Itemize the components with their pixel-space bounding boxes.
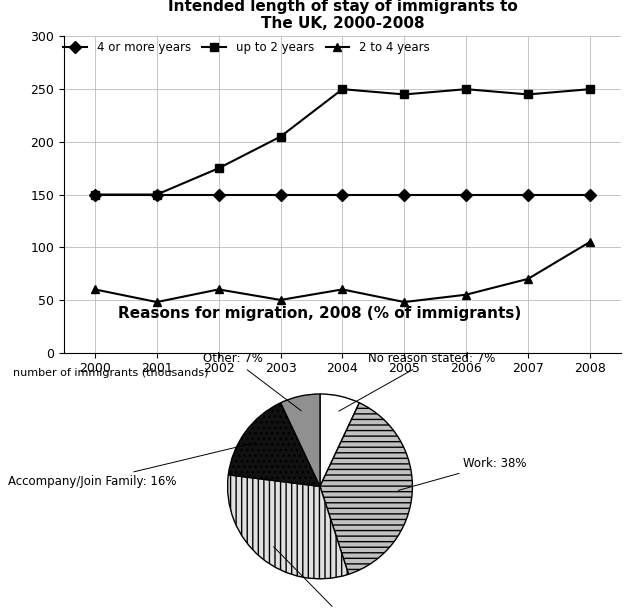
Wedge shape: [320, 394, 359, 486]
4 or more years: [462, 191, 470, 198]
Line: 4 or more years: 4 or more years: [91, 190, 594, 199]
4 or more years: [153, 191, 161, 198]
up to 2 years: [215, 165, 223, 172]
4 or more years: [91, 191, 99, 198]
up to 2 years: [462, 86, 470, 93]
Text: No reason stated: 7%: No reason stated: 7%: [339, 353, 495, 411]
up to 2 years: [401, 91, 408, 98]
4 or more years: [524, 191, 532, 198]
4 or more years: [339, 191, 346, 198]
2 to 4 years: [524, 275, 532, 283]
2 to 4 years: [276, 296, 284, 303]
Wedge shape: [228, 475, 349, 579]
up to 2 years: [339, 86, 346, 93]
Line: 2 to 4 years: 2 to 4 years: [91, 238, 594, 306]
up to 2 years: [91, 191, 99, 198]
up to 2 years: [524, 91, 532, 98]
Text: Work: 38%: Work: 38%: [398, 457, 527, 491]
2 to 4 years: [339, 286, 346, 293]
Wedge shape: [320, 402, 412, 575]
4 or more years: [401, 191, 408, 198]
2 to 4 years: [91, 286, 99, 293]
Line: up to 2 years: up to 2 years: [91, 85, 594, 199]
4 or more years: [215, 191, 223, 198]
Title: Reasons for migration, 2008 (% of immigrants): Reasons for migration, 2008 (% of immigr…: [118, 306, 522, 321]
4 or more years: [586, 191, 594, 198]
up to 2 years: [276, 133, 284, 140]
up to 2 years: [586, 86, 594, 93]
2 to 4 years: [462, 291, 470, 299]
2 to 4 years: [586, 238, 594, 246]
2 to 4 years: [153, 299, 161, 306]
Text: Accompany/Join Family: 16%: Accompany/Join Family: 16%: [8, 443, 256, 488]
Wedge shape: [228, 402, 320, 486]
up to 2 years: [153, 191, 161, 198]
Wedge shape: [281, 394, 320, 486]
Title: Intended length of stay of immigrants to
The UK, 2000-2008: Intended length of stay of immigrants to…: [168, 0, 517, 31]
2 to 4 years: [401, 299, 408, 306]
Text: Other: 7%: Other: 7%: [203, 353, 301, 411]
4 or more years: [276, 191, 284, 198]
Legend: 4 or more years, up to 2 years, 2 to 4 years: 4 or more years, up to 2 years, 2 to 4 y…: [59, 36, 434, 58]
Text: number of immigrants (thousands): number of immigrants (thousands): [13, 368, 208, 378]
Text: Study: 32%: Study: 32%: [274, 547, 376, 608]
2 to 4 years: [215, 286, 223, 293]
